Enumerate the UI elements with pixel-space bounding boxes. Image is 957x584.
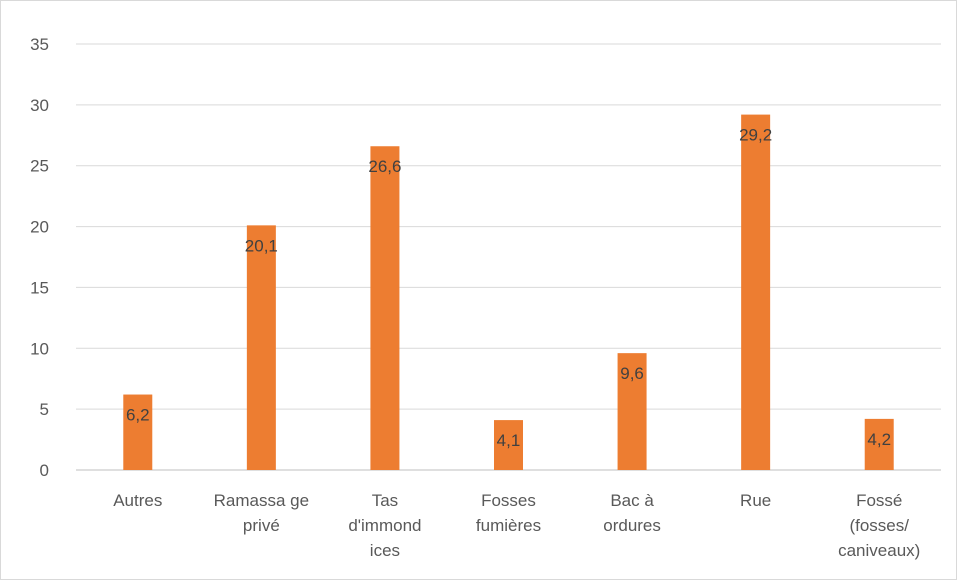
y-tick-label: 0	[40, 461, 49, 480]
x-tick-label: Tas d'immond ices	[348, 491, 421, 560]
data-label: 20,1	[245, 236, 278, 255]
x-tick-label: Bac à ordures	[603, 491, 661, 535]
bar	[494, 420, 523, 470]
x-tick-label: Autres	[113, 491, 162, 510]
bar	[123, 394, 153, 470]
data-label: 29,2	[739, 126, 772, 145]
data-label: 9,6	[620, 364, 644, 383]
y-axis-ticks: 0 5 10 15 20 25 30 35	[30, 35, 49, 480]
y-tick-label: 15	[30, 278, 49, 297]
gridlines	[76, 43, 941, 471]
bars	[123, 114, 894, 471]
bar	[370, 146, 400, 471]
x-tick-label: Fosses fumières	[476, 491, 541, 535]
y-tick-label: 35	[30, 35, 49, 54]
y-tick-label: 10	[30, 339, 49, 358]
y-tick-label: 25	[30, 157, 49, 176]
bar	[741, 114, 771, 470]
data-label: 4,2	[867, 430, 891, 449]
y-tick-label: 30	[30, 96, 49, 115]
bar	[617, 353, 647, 470]
x-tick-label: Ramassa ge privé	[214, 491, 309, 535]
x-tick-label: Fossé (fosses/caniveaux)	[838, 491, 920, 560]
data-label: 4,1	[497, 431, 521, 450]
data-label: 6,2	[126, 406, 150, 425]
data-label: 26,6	[368, 157, 401, 176]
bar	[246, 225, 276, 470]
y-tick-label: 5	[40, 400, 49, 419]
data-labels: 6,2 20,1 26,6 4,1 9,6 29,2 4,2	[126, 126, 891, 451]
y-tick-label: 20	[30, 218, 49, 237]
x-tick-label: Rue	[740, 491, 771, 510]
x-axis-ticks: Autres Ramassa ge privé Tas d'immond ices Foss…	[113, 491, 920, 560]
bar	[864, 418, 894, 470]
